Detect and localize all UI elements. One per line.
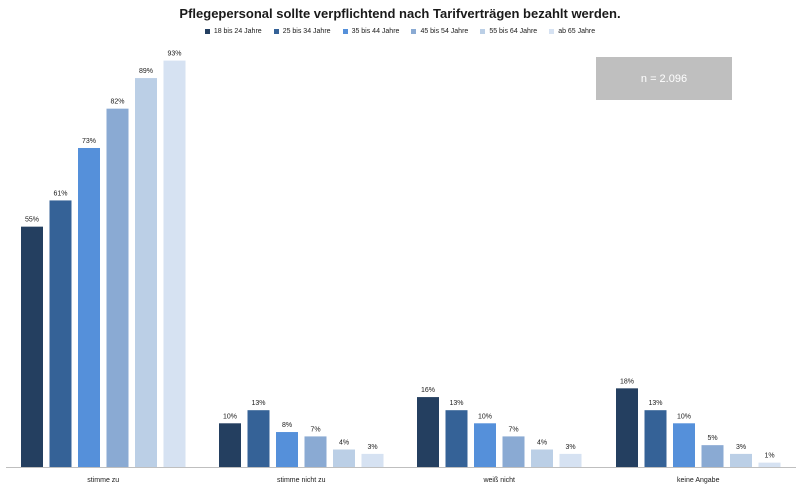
data-label: 13% [251, 400, 265, 407]
legend-item: 25 bis 34 Jahre [273, 28, 331, 35]
bar [531, 449, 553, 467]
data-label: 10% [223, 413, 237, 420]
data-label: 4% [537, 440, 547, 447]
bar [135, 78, 157, 467]
legend-swatch [204, 29, 210, 34]
data-label: 13% [449, 400, 463, 407]
data-label: 4% [339, 440, 349, 447]
bar [333, 449, 355, 467]
bar [559, 453, 582, 467]
legend-item: 35 bis 44 Jahre [342, 28, 400, 35]
data-label: 18% [620, 378, 634, 385]
category-label: stimme nicht zu [277, 477, 326, 484]
legend-label: 18 bis 24 Jahre [213, 28, 262, 35]
data-label: 10% [677, 413, 691, 420]
legend-label: 35 bis 44 Jahre [351, 28, 400, 35]
data-label: 1% [764, 453, 774, 460]
data-label: 93% [167, 51, 181, 58]
legend-swatch [549, 29, 555, 34]
legend-item: ab 65 Jahre [549, 28, 595, 35]
data-label: 55% [25, 217, 39, 224]
bar [163, 60, 186, 468]
bar [445, 410, 468, 467]
data-label: 16% [421, 387, 435, 394]
bar [49, 200, 72, 467]
data-label: 82% [110, 99, 124, 106]
bar [219, 423, 241, 467]
bar [474, 423, 496, 467]
legend-label: 45 bis 54 Jahre [420, 28, 469, 35]
legend-swatch [342, 29, 348, 34]
legend-swatch [273, 29, 279, 34]
legend-label: ab 65 Jahre [558, 28, 596, 35]
legend-swatch [411, 29, 417, 34]
bar [758, 462, 781, 467]
sample-size-box: n = 2.096 [596, 57, 732, 100]
bar [644, 410, 667, 467]
data-label: 7% [310, 426, 320, 433]
bar [78, 147, 100, 468]
data-label: 8% [282, 422, 292, 429]
legend-swatch [480, 29, 486, 34]
bar [701, 445, 724, 467]
bar [304, 436, 327, 467]
data-label: 3% [565, 444, 575, 451]
bar [361, 453, 384, 467]
bar [502, 436, 525, 467]
category-label: keine Angabe [677, 477, 720, 484]
data-label: 10% [478, 413, 492, 420]
legend-item: 55 bis 64 Jahre [480, 28, 537, 35]
data-label: 61% [53, 190, 67, 197]
bar [21, 226, 43, 467]
category-label: weiß nicht [482, 477, 515, 484]
bar [106, 108, 129, 467]
data-label: 13% [648, 400, 662, 407]
bar [673, 423, 695, 467]
legend-label: 25 bis 34 Jahre [282, 28, 331, 35]
legend-item: 45 bis 54 Jahre [411, 28, 468, 35]
data-label: 3% [367, 444, 377, 451]
bar [276, 432, 298, 467]
category-label: stimme zu [87, 477, 119, 484]
data-label: 3% [736, 444, 746, 451]
data-label: 89% [139, 68, 153, 75]
chart-title: Pflegepersonal sollte verpflichtend nach… [179, 6, 621, 21]
data-label: 5% [707, 435, 717, 442]
bar [730, 453, 752, 467]
bar [247, 410, 270, 467]
bar [417, 397, 439, 467]
legend: 18 bis 24 Jahre 25 bis 34 Jahre 35 bis 44 … [0, 28, 800, 35]
data-label: 7% [508, 426, 518, 433]
bar [616, 388, 638, 467]
data-label: 73% [82, 138, 96, 145]
legend-label: 55 bis 64 Jahre [489, 28, 538, 35]
sample-size-label: n = 2.096 [640, 72, 688, 85]
legend-item: 18 bis 24 Jahre [204, 28, 262, 35]
